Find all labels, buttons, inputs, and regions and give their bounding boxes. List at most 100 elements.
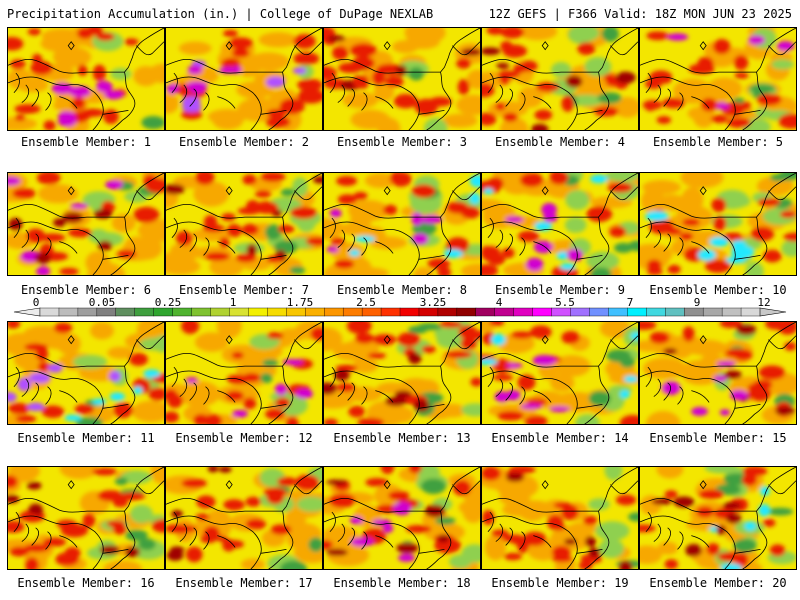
precip-blob <box>187 65 203 75</box>
colorbar-swatch <box>570 307 590 317</box>
precip-blob <box>456 57 472 69</box>
precip-blob <box>642 100 663 110</box>
precip-blob <box>734 72 749 79</box>
precip-blob <box>111 213 136 233</box>
member-panel-18 <box>323 466 481 570</box>
precip-blob <box>260 373 273 384</box>
member-panel-12 <box>165 321 323 425</box>
coastline-borders <box>640 467 796 569</box>
precip-blob <box>549 173 569 185</box>
location-marker-icon <box>225 335 233 345</box>
precip-blob <box>706 543 720 556</box>
precip-blob <box>565 189 590 210</box>
precip-blob <box>506 362 523 369</box>
precip-blob <box>483 188 494 195</box>
precip-blob <box>391 407 414 423</box>
member-number: 13 <box>456 431 471 445</box>
precip-blob <box>723 473 749 486</box>
precip-blob <box>266 332 284 340</box>
precip-blob <box>225 390 244 402</box>
precip-blob <box>245 496 262 507</box>
precip-blob <box>109 392 125 402</box>
precip-blob <box>324 390 355 409</box>
precip-blob <box>277 477 297 487</box>
precip-blob <box>19 467 41 479</box>
precip-blob <box>357 75 369 90</box>
precip-blob <box>730 389 748 401</box>
precip-blob <box>324 327 343 352</box>
precip-blob <box>716 360 736 368</box>
precip-blob <box>640 524 656 533</box>
precip-blob <box>342 91 379 109</box>
precip-blob <box>499 70 510 85</box>
colorbar-tick-label: 0.25 <box>154 296 182 309</box>
precip-blob <box>758 365 786 380</box>
precip-field <box>8 467 164 569</box>
precip-blob <box>757 198 781 207</box>
precip-blob <box>584 536 597 548</box>
precip-blob <box>8 520 25 533</box>
precip-blob <box>550 525 593 551</box>
precip-blob <box>716 524 727 536</box>
precip-blob <box>435 517 456 525</box>
colorbar-swatch <box>513 307 534 317</box>
precip-blob <box>404 28 446 45</box>
precip-blob <box>194 332 229 352</box>
precip-blob <box>15 415 37 423</box>
location-marker-icon <box>67 335 75 345</box>
precip-blob <box>748 35 765 46</box>
precip-blob <box>597 92 622 104</box>
precip-blob <box>175 230 193 246</box>
precip-blob <box>59 467 99 479</box>
precip-blob <box>482 82 495 98</box>
precip-map <box>324 467 480 569</box>
precip-blob <box>8 37 24 51</box>
colorbar-swatch <box>418 307 439 317</box>
member-label-prefix: Ensemble Member: <box>652 135 776 149</box>
precip-field <box>166 173 322 275</box>
location-marker-icon <box>699 480 707 490</box>
precip-map <box>166 28 322 130</box>
colorbar-swatch <box>380 307 401 317</box>
colorbar-swatch <box>740 307 761 317</box>
precip-blob <box>9 546 30 557</box>
precip-blob <box>365 477 389 487</box>
precip-blob <box>470 377 480 387</box>
precip-blob <box>8 117 38 130</box>
precip-blob <box>781 239 796 257</box>
precip-blob <box>619 389 631 399</box>
precip-blob <box>355 332 375 344</box>
precip-blob <box>452 480 472 496</box>
precip-blob <box>727 117 751 128</box>
precip-blob <box>564 538 577 545</box>
precip-blob <box>411 233 429 245</box>
precip-blob <box>657 194 688 211</box>
precip-blob <box>487 253 506 266</box>
precip-blob <box>231 409 248 418</box>
precip-blob <box>336 383 356 393</box>
member-label: Ensemble Member: 5 <box>639 135 797 149</box>
precip-blob <box>71 97 86 110</box>
precip-blob <box>673 496 695 508</box>
precip-blob <box>584 57 612 77</box>
precip-blob <box>598 538 625 559</box>
member-number: 2 <box>301 135 310 149</box>
coastline-borders <box>482 467 638 569</box>
precip-blob <box>742 467 768 477</box>
precip-blob <box>503 112 518 122</box>
precip-blob <box>193 181 230 207</box>
precip-blob <box>328 493 356 508</box>
precip-blob <box>352 358 379 373</box>
precip-blob <box>245 518 267 530</box>
precip-blob <box>411 212 423 226</box>
precip-blob <box>661 380 681 396</box>
precip-blob <box>495 102 506 111</box>
coastline-borders <box>324 28 480 130</box>
precip-blob <box>392 40 419 54</box>
precip-blob <box>551 545 571 559</box>
precip-blob <box>223 29 238 38</box>
precip-blob <box>439 322 463 329</box>
precip-blob <box>8 475 18 489</box>
colorbar-swatch <box>39 307 60 317</box>
member-number: 11 <box>140 431 155 445</box>
